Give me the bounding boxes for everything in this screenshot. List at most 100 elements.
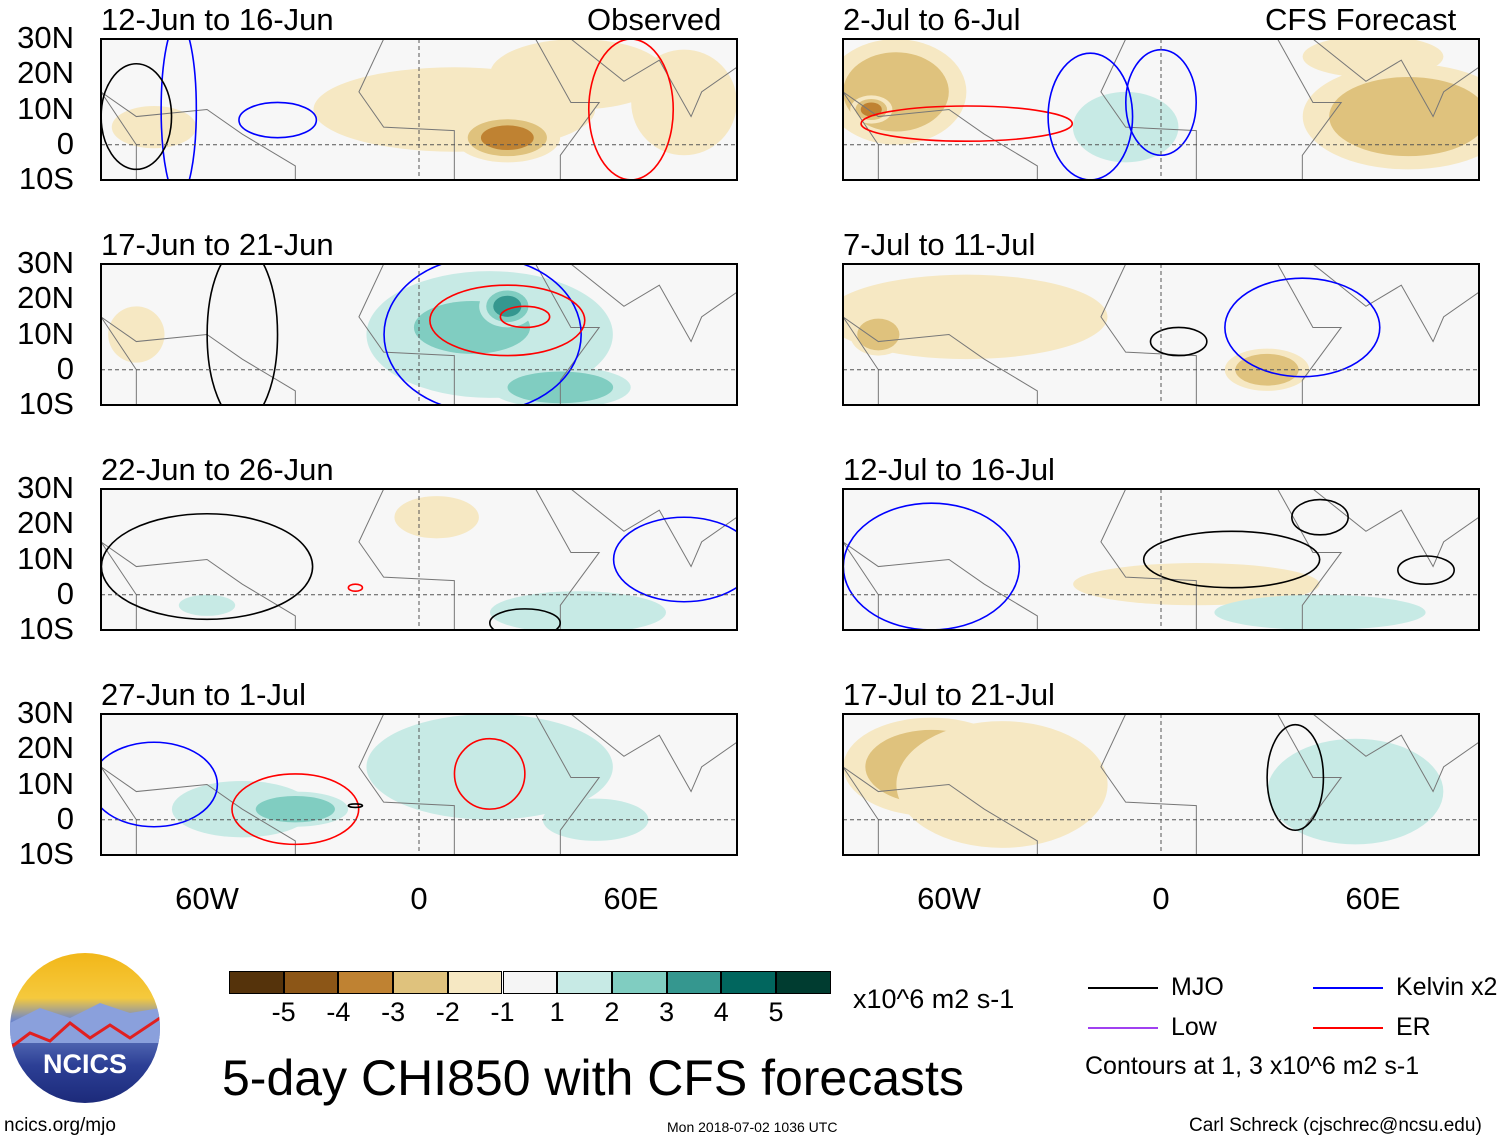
forecast-label: CFS Forecast — [1265, 2, 1457, 37]
lat-tick-label: 20N — [17, 505, 74, 541]
map-panel — [100, 713, 738, 856]
lon-tick-label: 60E — [1345, 881, 1401, 916]
legend-label: ER — [1396, 1013, 1431, 1041]
panel-title: 7-Jul to 11-Jul — [843, 227, 1036, 262]
er-contour — [499, 305, 551, 329]
map-panel — [842, 488, 1480, 631]
lat-tick-label: 20N — [17, 55, 74, 91]
colorbar-tick-label: 2 — [604, 997, 620, 1027]
legend-line — [1088, 987, 1158, 989]
anomaly-shading — [1302, 39, 1444, 78]
lat-tick-label: 10N — [17, 765, 74, 801]
lat-tick-label: 30N — [17, 695, 74, 730]
site-link[interactable]: ncics.org/mjo — [4, 1115, 116, 1136]
panel-frame — [842, 38, 1480, 181]
contour-note: Contours at 1, 3 x10^6 m2 s-1 — [1085, 1052, 1420, 1080]
colorbar-swatch — [338, 971, 394, 994]
anomaly-shading — [542, 798, 649, 841]
panel-frame — [842, 488, 1480, 631]
coastline — [101, 714, 737, 855]
colorbar-swatch — [611, 971, 667, 994]
lat-tick-label: 10N — [17, 315, 74, 351]
anomaly-shading — [111, 106, 197, 149]
map-panel — [100, 488, 738, 631]
lon-tick-label: 0 — [410, 881, 428, 916]
panel-frame — [100, 263, 738, 406]
lat-tick-label: 10S — [18, 611, 74, 646]
panel-frame — [100, 713, 738, 856]
panel-title: 2-Jul to 6-Jul — [843, 2, 1021, 37]
colorbar-swatch — [283, 971, 339, 994]
anomaly-shading — [108, 306, 165, 363]
mjo-contour — [1149, 326, 1208, 357]
panel-title: 17-Jun to 21-Jun — [101, 227, 334, 262]
mjo-contour — [1397, 555, 1455, 585]
panel-title: 12-Jun to 16-Jun — [101, 2, 334, 37]
lat-tick-label: 30N — [17, 20, 74, 55]
lat-tick-label: 10S — [18, 836, 74, 871]
lat-tick-label: 0 — [56, 350, 74, 386]
coastline — [101, 39, 737, 180]
coastline — [101, 264, 737, 405]
lon-tick-label: 60W — [917, 881, 981, 916]
anomaly-shading — [493, 295, 522, 317]
colorbar-tick-label: -3 — [381, 997, 406, 1027]
legend-line — [1088, 1027, 1158, 1029]
panel-title: 17-Jul to 21-Jul — [843, 677, 1055, 712]
colorbar-swatch — [776, 971, 831, 994]
lon-tick-label: 60W — [175, 881, 239, 916]
kelvin-contour — [238, 101, 318, 139]
map-panel — [100, 38, 738, 181]
lat-tick-label: 30N — [17, 245, 74, 280]
er-contour — [453, 737, 526, 810]
mjo-contour — [1291, 498, 1349, 536]
lat-tick-label: 10N — [17, 90, 74, 126]
map-panel — [842, 263, 1480, 406]
panel-title: 27-Jun to 1-Jul — [101, 677, 307, 712]
anomaly-shading — [366, 714, 613, 820]
anomaly-shading — [394, 496, 479, 539]
coastline — [843, 264, 1479, 405]
figure-title: 5-day CHI850 with CFS forecasts — [222, 1050, 964, 1106]
legend-line — [1313, 987, 1383, 989]
lat-tick-label: 10S — [18, 161, 74, 196]
legend-label: MJO — [1171, 973, 1224, 1001]
panel-title: 22-Jun to 26-Jun — [101, 452, 334, 487]
colorbar-tick-label: 5 — [768, 997, 784, 1027]
panel-frame — [842, 263, 1480, 406]
coastline — [843, 714, 1479, 855]
colorbar-tick-label: -5 — [271, 997, 296, 1027]
logo-text: NCICS — [42, 1049, 127, 1079]
observed-label: Observed — [587, 2, 722, 37]
coastline — [843, 39, 1479, 180]
lat-tick-label: 20N — [17, 280, 74, 316]
anomaly-shading — [860, 102, 882, 117]
coastline — [843, 489, 1479, 630]
lat-tick-label: 0 — [56, 800, 74, 836]
legend-label: Kelvin x2 — [1396, 973, 1498, 1001]
anomaly-shading — [1214, 594, 1426, 630]
lat-tick-label: 10N — [17, 540, 74, 576]
colorbar-swatch — [557, 971, 612, 994]
colorbar-tick-label: 1 — [549, 997, 565, 1027]
er-contour — [231, 773, 360, 846]
legend-line — [1313, 1027, 1383, 1029]
map-panel — [842, 38, 1480, 181]
er-contour — [860, 105, 1074, 143]
anomaly-shading — [857, 318, 900, 351]
mjo-contour — [347, 803, 364, 809]
lat-tick-label: 30N — [17, 470, 74, 505]
anomaly-shading — [490, 39, 666, 110]
colorbar-swatch — [229, 971, 284, 994]
kelvin-contour — [1224, 277, 1381, 378]
kelvin-contour — [160, 39, 198, 180]
lat-tick-label: 10S — [18, 386, 74, 421]
colorbar-tick-label: 4 — [713, 997, 729, 1027]
ncics-logo: NCICS — [10, 953, 160, 1103]
anomaly-shading — [631, 49, 737, 156]
colorbar-swatch — [721, 971, 776, 994]
mjo-contour — [489, 608, 561, 630]
map-panel — [100, 263, 738, 406]
colorbar-tick-label: -1 — [490, 997, 515, 1027]
panel-frame — [842, 713, 1480, 856]
